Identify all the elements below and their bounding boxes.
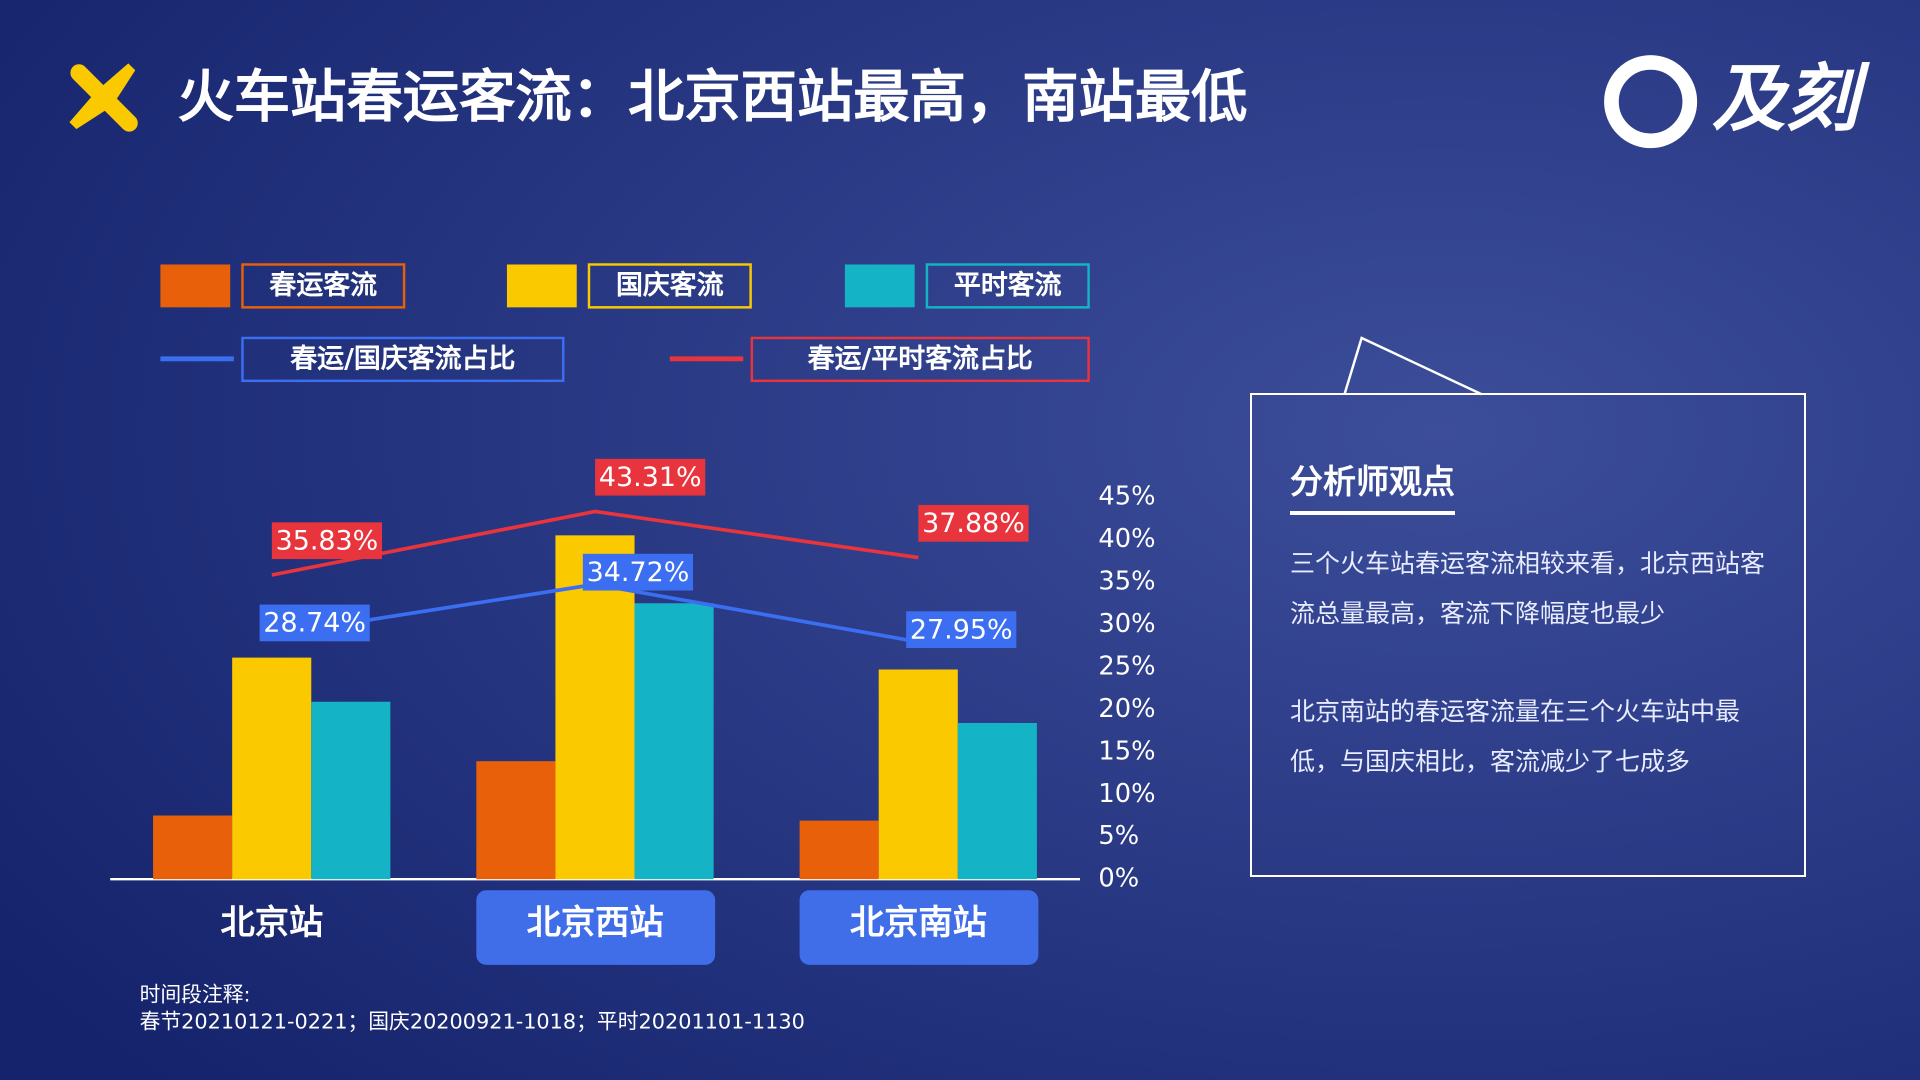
- legend-label: 春运/平时客流占比: [808, 343, 1033, 375]
- category-box: [799, 890, 1039, 965]
- legend-label: 春运/国庆客流占比: [290, 343, 515, 375]
- y2-tick-label: 15%: [1098, 736, 1155, 766]
- value-label-box: [259, 604, 370, 642]
- y2-tick-label: 40%: [1098, 524, 1155, 554]
- value-label-box: [906, 611, 1017, 649]
- bar: [153, 815, 233, 880]
- bar: [878, 669, 958, 880]
- x-tick-label: 北京南站: [850, 903, 987, 943]
- y2-tick-label: 10%: [1098, 779, 1155, 809]
- legend-label: 平时客流: [954, 269, 1062, 301]
- bar: [232, 657, 312, 880]
- logo: 及刻: [1712, 57, 1870, 142]
- legend-swatch: [160, 264, 231, 308]
- callout-tail: [1343, 336, 1483, 396]
- legend-box: [925, 263, 1090, 309]
- bar: [957, 722, 1037, 880]
- y2-tick-label: 0%: [1098, 864, 1139, 894]
- value-label: 28.74%: [263, 608, 366, 639]
- y2-tick-label: 25%: [1098, 651, 1155, 681]
- y2-tick-label: 35%: [1098, 567, 1155, 597]
- panel-paragraph: 三个火车站春运客流相较来看，北京西站客流总量最高，客流下降幅度也最少: [1290, 549, 1766, 628]
- value-label-box: [271, 522, 383, 560]
- y2-tick-label: 45%: [1098, 482, 1155, 512]
- legend-box: [587, 263, 752, 309]
- legend-label: 国庆客流: [616, 269, 724, 301]
- plane-icon: [69, 63, 138, 132]
- panel-title: 分析师观点: [1290, 455, 1455, 515]
- bar: [555, 535, 635, 880]
- title: 火车站春运客流：北京西站最高，南站最低: [178, 65, 1248, 130]
- legend-swatch: [506, 264, 577, 308]
- legend-swatch: [844, 264, 915, 308]
- legend-box: [750, 336, 1090, 383]
- x-tick-label: 北京西站: [527, 903, 664, 943]
- analyst-panel: 分析师观点 三个火车站春运客流相较来看，北京西站客流总量最高，客流下降幅度也最少…: [1250, 393, 1806, 877]
- value-label: 37.88%: [922, 508, 1025, 539]
- bar: [634, 603, 714, 880]
- category-box: [476, 890, 716, 965]
- bar: [476, 761, 556, 880]
- y2-tick-label: 5%: [1098, 821, 1139, 851]
- value-label: 34.72%: [587, 557, 690, 588]
- value-label: 27.95%: [910, 614, 1013, 645]
- value-label: 35.83%: [276, 525, 379, 556]
- value-label-box: [582, 553, 694, 591]
- bar: [311, 701, 391, 880]
- y2-tick-label: 30%: [1098, 609, 1155, 639]
- value-label-box: [595, 458, 706, 496]
- legend-box: [241, 336, 565, 383]
- panel-paragraph: 北京南站的春运客流量在三个火车站中最低，与国庆相比，客流减少了七成多: [1290, 697, 1741, 776]
- x-tick-label: 北京站: [220, 903, 323, 943]
- legend-box: [241, 263, 406, 309]
- note-title: 时间段注释:: [140, 983, 251, 1007]
- note-text: 春节20210121-0221；国庆20200921-1018；平时202011…: [140, 1009, 805, 1033]
- logo-mark: [1604, 55, 1698, 149]
- value-label-box: [918, 504, 1029, 542]
- bar: [799, 820, 879, 880]
- value-label: 43.31%: [599, 462, 702, 493]
- y2-tick-label: 20%: [1098, 694, 1155, 724]
- legend-label: 春运客流: [269, 269, 377, 301]
